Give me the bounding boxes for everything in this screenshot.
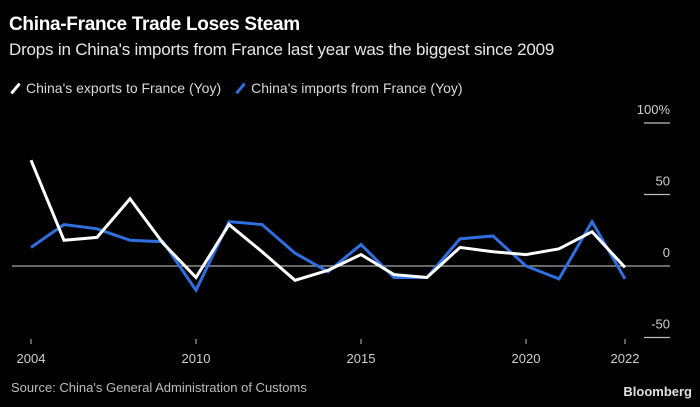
chart-subtitle: Drops in China's imports from France las… (9, 40, 555, 59)
legend-label-exports: China's exports to France (Yoy) (26, 80, 222, 96)
y-tick-label: 0 (663, 245, 670, 260)
x-tick-label: 2015 (347, 351, 376, 366)
y-tick-label: -50 (651, 317, 670, 332)
source-note: Source: China's General Administration o… (11, 380, 307, 395)
legend-item-imports: China's imports from France (Yoy) (235, 80, 462, 96)
x-tick-label: 2010 (182, 351, 211, 366)
legend-label-imports: China's imports from France (Yoy) (251, 80, 463, 96)
x-tick-label: 2020 (512, 351, 541, 366)
y-tick-label: 100% (637, 102, 671, 117)
bloomberg-logo: Bloomberg (623, 384, 692, 399)
x-tick-label: 2004 (17, 351, 46, 366)
series-line-exports (29, 159, 627, 282)
legend: China's exports to France (Yoy) China's … (10, 80, 463, 96)
legend-item-exports: China's exports to France (Yoy) (10, 80, 221, 96)
series-line-imports (30, 218, 627, 294)
x-tick-label: 2022 (611, 351, 640, 366)
chart-title: China-France Trade Loses Steam (9, 14, 300, 35)
y-tick-label: 50 (656, 174, 670, 189)
